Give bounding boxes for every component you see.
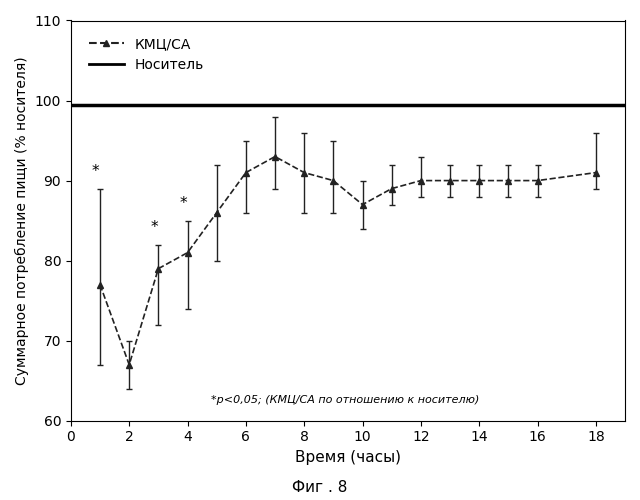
X-axis label: Время (часы): Время (часы): [295, 450, 401, 465]
Text: *: *: [150, 220, 158, 235]
Text: *: *: [179, 196, 187, 211]
Text: *p<0,05; (КМЦ/СА по отношению к носителю): *p<0,05; (КМЦ/СА по отношению к носителю…: [211, 394, 479, 404]
Text: Фиг . 8: Фиг . 8: [292, 480, 348, 495]
Legend: КМЦ/СА, Носитель: КМЦ/СА, Носитель: [83, 32, 209, 78]
Text: *: *: [92, 164, 99, 179]
Y-axis label: Суммарное потребление пищи (% носителя): Суммарное потребление пищи (% носителя): [15, 56, 29, 385]
